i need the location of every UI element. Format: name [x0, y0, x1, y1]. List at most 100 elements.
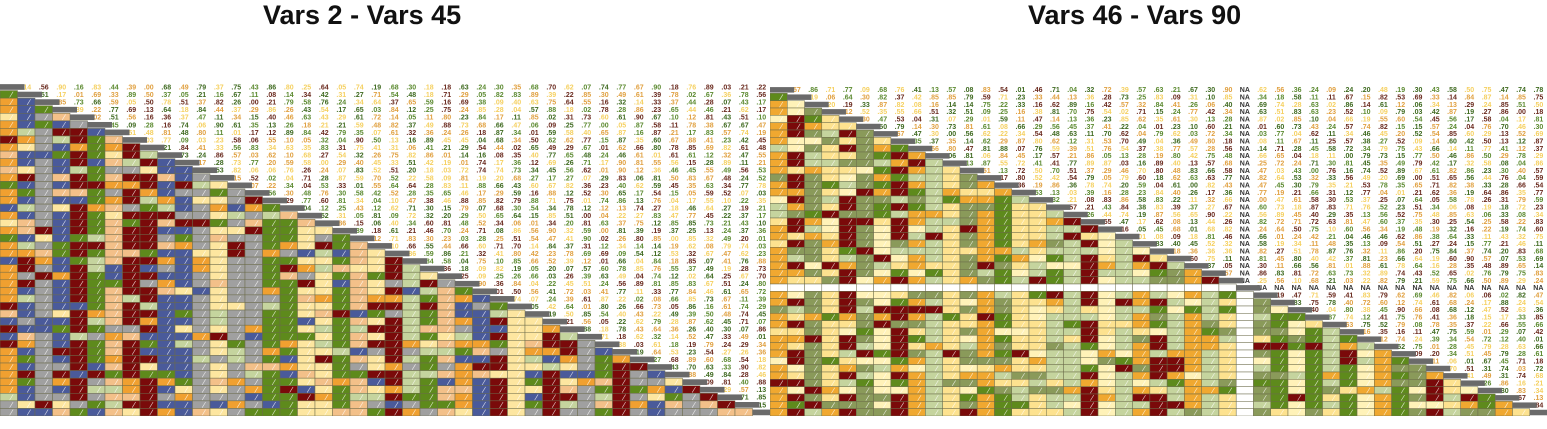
coefficient-label: .80 [651, 145, 661, 152]
heatmap-cell [279, 302, 298, 311]
coefficient-label: .17 [336, 107, 346, 114]
heatmap-cell [157, 294, 176, 303]
heatmap-cell [262, 370, 281, 379]
cell-hatch [604, 386, 609, 393]
cell-hatch [9, 114, 14, 121]
coefficient-label: .87 [616, 137, 626, 144]
coefficient-label: .21 [756, 206, 766, 213]
heatmap-cell [507, 393, 526, 402]
coefficient-label: .04 [459, 259, 469, 266]
coefficient-label: .18 [669, 84, 679, 91]
heatmap-cell [1097, 261, 1116, 270]
heatmap-cell [402, 279, 421, 288]
cell-hatch [79, 401, 84, 408]
heatmap-cell [1011, 261, 1030, 270]
cell-hatch [831, 160, 836, 167]
coefficient-label: .37 [389, 100, 399, 107]
cell-hatch [254, 227, 259, 234]
cell-hatch [9, 409, 14, 416]
cell-hatch [219, 235, 224, 242]
cell-hatch [481, 348, 486, 355]
heatmap-cell [472, 370, 491, 379]
coefficient-label: .33 [651, 100, 661, 107]
heatmap-cell [1046, 313, 1064, 321]
cell-hatch [481, 303, 486, 310]
coefficient-label: .31 [336, 145, 346, 152]
cell-hatch [149, 295, 154, 302]
heatmap-cell [507, 385, 526, 394]
heatmap-cell [419, 324, 438, 333]
coefficient-label: .07 [336, 168, 346, 175]
heatmap-cell [994, 393, 1012, 402]
cell-hatch [149, 235, 154, 242]
heatmap-cell [34, 234, 53, 243]
cell-hatch [9, 379, 14, 386]
coefficient-label: .64 [651, 327, 661, 334]
heatmap-cell [52, 400, 71, 409]
cell-hatch [429, 341, 434, 348]
cell-hatch [865, 380, 870, 387]
coefficient-label: .04 [301, 206, 311, 213]
cell-hatch [934, 226, 939, 233]
cell-hatch [289, 295, 294, 302]
cell-hatch [61, 258, 66, 265]
heatmap-cell [821, 269, 840, 277]
cell-hatch [604, 356, 609, 363]
coefficient-label: .43 [669, 364, 679, 371]
heatmap-cell [1356, 379, 1375, 387]
heatmap-cell [122, 234, 141, 243]
cell-hatch [9, 386, 14, 393]
coefficient-label: .82 [406, 153, 416, 160]
coefficient-label: .82 [214, 100, 224, 107]
heatmap-cell [332, 347, 351, 356]
coefficient-label: .31 [581, 243, 591, 250]
heatmap-cell [1046, 349, 1064, 358]
heatmap-cell [770, 254, 788, 263]
cell-hatch [1107, 314, 1112, 321]
heatmap-cell [1132, 298, 1151, 307]
coefficient-label: .23 [721, 137, 731, 144]
cell-hatch [201, 409, 206, 416]
cell-hatch [865, 145, 870, 152]
heatmap-cell [770, 166, 788, 175]
coefficient-label: .37 [616, 221, 626, 228]
heatmap-cell [1011, 379, 1030, 387]
coefficient-label: .48 [581, 153, 591, 160]
heatmap-cell [507, 309, 526, 318]
heatmap-cell [122, 173, 141, 182]
heatmap-cell [139, 271, 158, 281]
cell-hatch [1020, 277, 1025, 284]
cell-hatch [882, 299, 887, 306]
cell-hatch [848, 248, 853, 255]
cell-hatch [813, 270, 818, 277]
cell-hatch [586, 386, 591, 393]
cell-hatch [26, 333, 31, 340]
cell-hatch [219, 258, 224, 265]
coefficient-label: .58 [301, 100, 311, 107]
cell-hatch [131, 333, 136, 340]
heatmap-cell [227, 408, 246, 416]
heatmap-cell [227, 287, 246, 296]
coefficient-label: .02 [546, 115, 556, 122]
cell-hatch [289, 227, 294, 234]
cell-hatch [1107, 262, 1112, 269]
cell-hatch [796, 365, 801, 372]
cell-hatch [1262, 336, 1267, 343]
cell-hatch [865, 409, 870, 416]
heatmap-cell [577, 400, 596, 409]
heatmap-cell [1149, 327, 1168, 336]
coefficient-label: .12 [319, 206, 329, 213]
coefficient-label: .17 [599, 160, 609, 167]
coefficient-label: .04 [1067, 87, 1077, 94]
heatmap-cell [1408, 401, 1427, 409]
heatmap-cell [1011, 305, 1030, 314]
heatmap-cell [942, 379, 961, 387]
cell-hatch [534, 379, 539, 386]
cell-hatch [1159, 314, 1164, 321]
heatmap-cell [1425, 401, 1444, 409]
heatmap-cell [122, 203, 141, 212]
cell-hatch [341, 341, 346, 348]
heatmap-cell [890, 305, 909, 314]
cell-hatch [131, 386, 136, 393]
cell-hatch [166, 401, 171, 408]
